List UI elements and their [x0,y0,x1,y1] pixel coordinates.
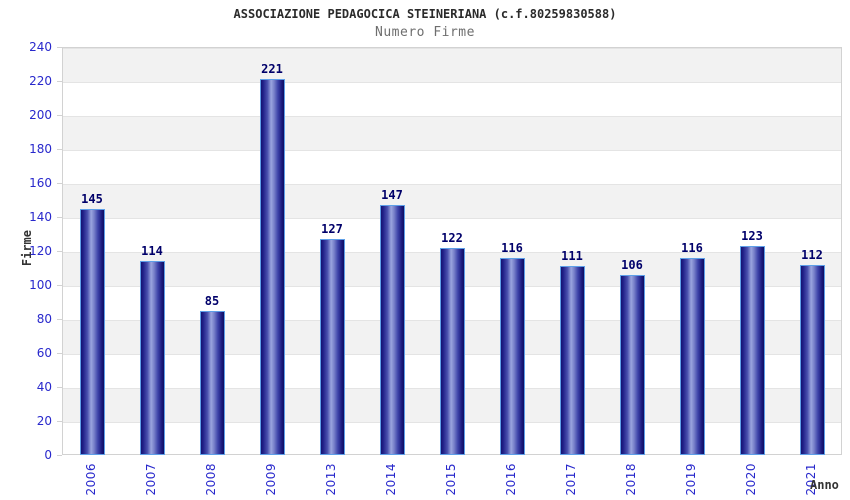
bar-value-label: 112 [801,247,823,262]
bar-2017 [559,266,585,455]
bar-2020 [739,245,765,455]
x-tick-label-2014: 2014 [384,463,398,496]
bar-2019 [679,257,705,455]
y-tick-label: 200 [29,108,52,122]
bar-2007 [139,261,165,455]
y-tick-mark [57,387,62,388]
bar-value-label: 122 [441,230,463,245]
x-axis-title: Anno [810,478,839,492]
x-tick-label-2009: 2009 [264,463,278,496]
y-tick-label: 180 [29,142,52,156]
bar-2013 [319,239,345,455]
y-tick-mark [57,319,62,320]
y-tick-label: 160 [29,176,52,190]
bar-2016 [499,257,525,455]
bar-value-label: 116 [501,240,523,255]
bar-value-label: 127 [321,222,343,237]
bar-value-label: 147 [381,188,403,203]
y-tick-label: 80 [36,312,52,326]
y-tick-label: 100 [29,278,52,292]
bar-2009 [259,79,285,455]
y-tick-label: 240 [29,40,52,54]
bar-value-label: 221 [261,62,283,77]
bar-2015 [439,247,465,455]
bar-value-label: 123 [741,228,763,243]
y-tick-mark [57,149,62,150]
chart-title: ASSOCIAZIONE PEDAGOCICA STEINERIANA (c.f… [233,7,617,21]
y-tick-label: 20 [36,414,52,428]
bar-value-label: 114 [141,244,163,259]
y-tick-label: 40 [36,380,52,394]
bar-value-label: 145 [81,191,103,206]
y-tick-mark [57,285,62,286]
y-tick-label: 220 [29,74,52,88]
x-tick-label-2013: 2013 [324,463,338,496]
y-tick-mark [57,251,62,252]
y-tick-label: 120 [29,244,52,258]
bar-2021 [799,264,825,455]
bar-value-label: 111 [561,249,583,264]
x-tick-label-2016: 2016 [504,463,518,496]
y-tick-mark [57,183,62,184]
x-tick-label-2008: 2008 [204,463,218,496]
x-tick-label-2018: 2018 [624,463,638,496]
y-tick-mark [57,115,62,116]
x-tick-label-2006: 2006 [84,463,98,496]
bar-2014 [379,205,405,455]
x-tick-label-2017: 2017 [564,463,578,496]
x-tick-label-2019: 2019 [684,463,698,496]
y-tick-label: 60 [36,346,52,360]
y-tick-mark [57,421,62,422]
bar-2018 [619,274,645,455]
bar-value-label: 116 [681,240,703,255]
bar-value-label: 85 [204,293,220,308]
y-tick-mark [57,217,62,218]
y-tick-mark [57,353,62,354]
y-tick-mark [57,455,62,456]
y-tick-mark [57,81,62,82]
bar-value-label: 106 [621,257,643,272]
y-tick-label: 140 [29,210,52,224]
x-tick-label-2007: 2007 [144,463,158,496]
chart-subtitle: Numero Firme [375,25,475,40]
bar-2008 [199,310,225,455]
x-tick-label-2015: 2015 [444,463,458,496]
y-tick-mark [57,47,62,48]
y-tick-label: 0 [44,448,52,462]
x-tick-label-2020: 2020 [744,463,758,496]
bar-2006 [79,208,105,455]
